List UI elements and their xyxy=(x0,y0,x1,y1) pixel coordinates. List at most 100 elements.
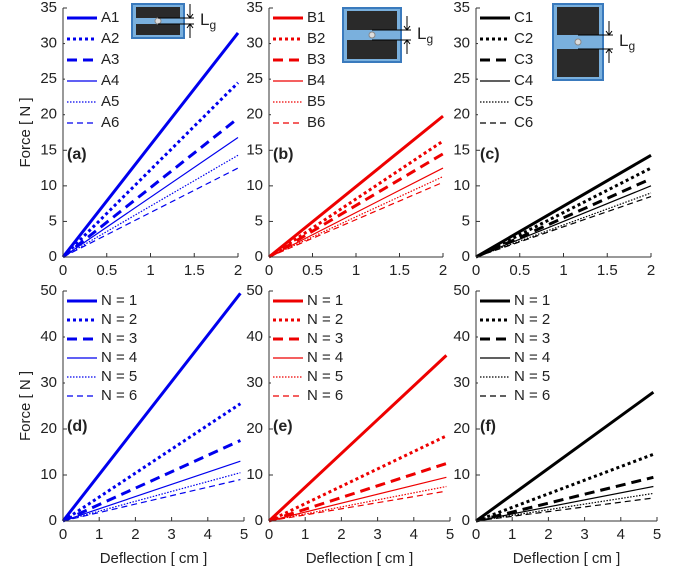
legend-label: N = 6 xyxy=(307,387,343,404)
legend-label: N = 3 xyxy=(514,330,550,347)
y-tick-label: 5 xyxy=(49,212,57,229)
legend-label: N = 4 xyxy=(307,349,343,366)
x-tick-label: 0 xyxy=(265,526,273,543)
y-tick-label: 20 xyxy=(246,420,263,437)
y-tick-label: 40 xyxy=(453,328,470,345)
y-tick-label: 30 xyxy=(246,35,263,52)
x-tick-label: 5 xyxy=(240,526,248,543)
legend-label: N = 2 xyxy=(101,311,137,328)
y-tick-label: 20 xyxy=(453,420,470,437)
x-tick-label: 1 xyxy=(559,262,567,279)
y-tick-label: 30 xyxy=(40,35,57,52)
y-tick-label: 25 xyxy=(40,70,57,87)
inset-label: Lg xyxy=(200,10,216,32)
legend-label: B1 xyxy=(307,9,325,26)
y-tick-label: 15 xyxy=(453,141,470,158)
y-tick-label: 35 xyxy=(453,0,470,16)
x-tick-label: 3 xyxy=(167,526,175,543)
series-line xyxy=(476,477,653,521)
series-line xyxy=(476,168,651,257)
legend-label: C3 xyxy=(514,51,533,68)
legend-label: C5 xyxy=(514,93,533,110)
x-tick-label: 1.5 xyxy=(184,262,205,279)
x-axis-label: Deflection [ cm ] xyxy=(100,550,208,567)
x-tick-label: 4 xyxy=(410,526,418,543)
legend-label: N = 6 xyxy=(101,387,137,404)
y-tick-label: 35 xyxy=(246,0,263,16)
inset-magnet xyxy=(155,18,161,24)
x-tick-label: 4 xyxy=(204,526,212,543)
inset-block xyxy=(347,40,397,59)
x-tick-label: 2 xyxy=(439,262,447,279)
inset-arrow xyxy=(404,16,410,54)
y-tick-label: 10 xyxy=(246,466,263,483)
y-tick-label: 20 xyxy=(246,106,263,123)
legend-label: N = 2 xyxy=(307,311,343,328)
panel-label: (b) xyxy=(273,146,293,163)
inset-magnet xyxy=(575,39,581,45)
x-tick-label: 1.5 xyxy=(597,262,618,279)
inset-label-sub: g xyxy=(426,32,433,46)
series-line xyxy=(63,137,238,257)
series-line xyxy=(476,179,651,257)
series-line xyxy=(476,487,653,522)
legend-label: C6 xyxy=(514,114,533,131)
legend-label: C4 xyxy=(514,72,533,89)
inset-block xyxy=(347,11,397,30)
series-line xyxy=(269,487,446,522)
legend-label: N = 4 xyxy=(101,349,137,366)
inset-label: Lg xyxy=(417,24,433,46)
series-line xyxy=(269,141,443,257)
series-line xyxy=(63,404,240,521)
series-line xyxy=(269,436,446,521)
legend-label: B6 xyxy=(307,114,325,131)
y-tick-label: 30 xyxy=(40,374,57,391)
inset-magnet xyxy=(369,32,375,38)
x-tick-label: 0 xyxy=(59,262,67,279)
legend-label: B4 xyxy=(307,72,325,89)
y-tick-label: 0 xyxy=(462,512,470,529)
legend-label: A4 xyxy=(101,72,119,89)
legend-label: C1 xyxy=(514,9,533,26)
series-line xyxy=(269,182,443,257)
y-axis-label: Force [ N ] xyxy=(17,97,34,167)
inset-label: Lg xyxy=(619,31,635,53)
x-tick-label: 1.5 xyxy=(389,262,410,279)
figure: 0510152025303500.511.52(a)Force [ N ]A1A… xyxy=(0,0,681,574)
y-tick-label: 30 xyxy=(453,35,470,52)
inset-block xyxy=(136,24,180,35)
y-tick-label: 15 xyxy=(246,141,263,158)
y-tick-label: 40 xyxy=(246,328,263,345)
y-tick-label: 10 xyxy=(40,466,57,483)
y-tick-label: 10 xyxy=(40,177,57,194)
x-tick-label: 2 xyxy=(131,526,139,543)
y-tick-label: 50 xyxy=(453,282,470,299)
y-tick-label: 10 xyxy=(246,177,263,194)
inset-label-sub: g xyxy=(209,18,216,32)
legend-label: A5 xyxy=(101,93,119,110)
legend-label: N = 5 xyxy=(514,368,550,385)
y-tick-label: 30 xyxy=(246,374,263,391)
series-line xyxy=(476,155,651,257)
panel-label: (c) xyxy=(480,146,500,163)
legend-label: A6 xyxy=(101,114,119,131)
legend-label: N = 4 xyxy=(514,349,550,366)
x-tick-label: 0 xyxy=(472,262,480,279)
y-axis-label: Force [ N ] xyxy=(17,371,34,441)
panel-label: (f) xyxy=(480,418,496,435)
x-tick-label: 1 xyxy=(508,526,516,543)
y-tick-label: 20 xyxy=(40,106,57,123)
series-line xyxy=(476,493,653,521)
x-tick-label: 2 xyxy=(337,526,345,543)
legend-label: A2 xyxy=(101,30,119,47)
inset-label-main: L xyxy=(417,24,426,43)
panel-label: (d) xyxy=(67,418,87,435)
y-tick-label: 10 xyxy=(453,177,470,194)
x-tick-label: 0.5 xyxy=(302,262,323,279)
legend-label: N = 3 xyxy=(101,330,137,347)
x-tick-label: 0 xyxy=(59,526,67,543)
x-tick-label: 0.5 xyxy=(96,262,117,279)
legend-label: N = 5 xyxy=(101,368,137,385)
series-line xyxy=(63,441,240,522)
y-tick-label: 0 xyxy=(49,248,57,265)
